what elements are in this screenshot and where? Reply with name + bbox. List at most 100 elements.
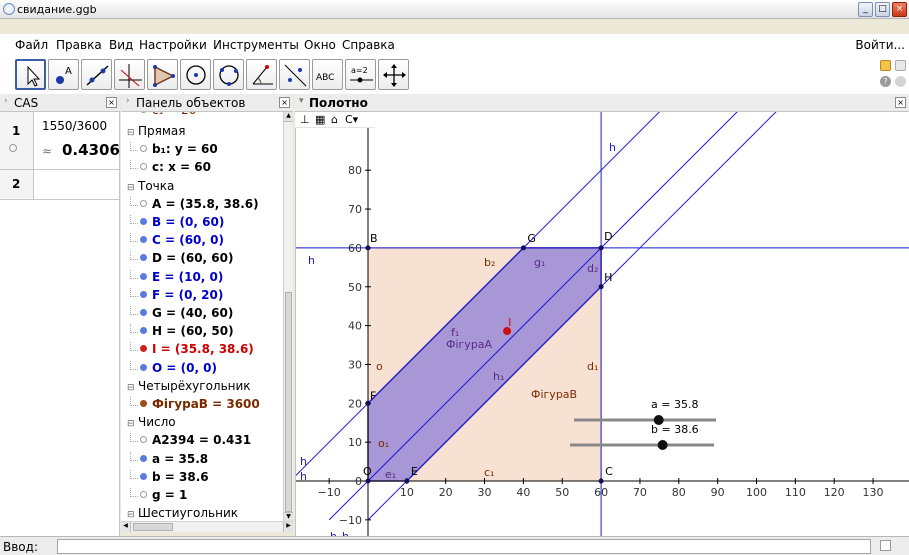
circle-three-points-tool-button[interactable] <box>213 59 244 90</box>
visibility-dot-icon[interactable] <box>140 400 147 407</box>
algebra-item[interactable]: ФігураB = 3600 <box>127 397 260 415</box>
visibility-dot-icon[interactable] <box>140 290 147 298</box>
move-view-tool-button[interactable] <box>378 59 409 90</box>
collapse-icon[interactable]: ⊟ <box>127 128 135 138</box>
algebra-item[interactable]: H = (60, 50) <box>127 324 234 342</box>
algebra-panel-close-icon[interactable]: × <box>279 97 290 108</box>
visibility-dot-icon[interactable] <box>140 236 147 244</box>
graphics-view[interactable]: −10 10 20 30 40 50 60 70 80 90 100 110 120 130 −10 0 10 2… <box>295 112 909 543</box>
visibility-dot-icon[interactable] <box>140 199 147 207</box>
algebra-item[interactable]: I = (35.8, 38.6) <box>127 342 254 360</box>
cas-row[interactable]: 1 1550/3600 ≈ 0.4306 <box>0 112 120 170</box>
algebra-item[interactable]: E = (10, 0) <box>127 269 223 288</box>
visibility-dot-icon[interactable] <box>140 454 147 462</box>
home-view-icon[interactable]: ⌂ <box>331 113 338 126</box>
menu-window[interactable]: Окно <box>304 38 336 52</box>
cas-row[interactable]: 2 <box>0 170 119 200</box>
input-help-icon[interactable] <box>880 540 891 551</box>
circle-tool-button[interactable] <box>180 59 211 90</box>
cas-panel-close-icon[interactable]: × <box>106 97 117 108</box>
algebra-item[interactable]: C = (60, 0) <box>127 233 224 251</box>
scroll-up-arrow-icon[interactable]: ▲ <box>284 112 293 122</box>
algebra-item[interactable]: g = 1 <box>127 488 187 506</box>
visibility-dot-icon[interactable] <box>140 218 147 225</box>
grid-toggle-icon[interactable]: ▦ <box>315 113 326 126</box>
collapse-icon[interactable]: ⊟ <box>127 182 135 193</box>
close-button[interactable]: × <box>892 2 907 17</box>
menu-help[interactable]: Справка <box>342 38 395 52</box>
slider-knob[interactable] <box>657 440 668 450</box>
undo-icon[interactable] <box>880 60 891 71</box>
slider-tool-button[interactable]: a=2 <box>345 59 376 90</box>
visibility-dot-icon[interactable] <box>140 145 147 153</box>
menu-edit[interactable]: Правка <box>56 38 102 52</box>
algebra-item[interactable]: b₁: y = 60 <box>127 142 218 160</box>
menu-view[interactable]: Вид <box>109 38 134 52</box>
axes-toggle-icon[interactable]: ⊥ <box>300 113 310 126</box>
visibility-dot-icon[interactable] <box>140 309 147 316</box>
visibility-dot-icon[interactable] <box>140 363 147 371</box>
algebra-item[interactable]: c: x = 60 <box>127 160 211 178</box>
scroll-thumb[interactable] <box>285 292 292 512</box>
cas-row-visibility-icon[interactable] <box>9 144 17 152</box>
slider-knob[interactable] <box>653 415 664 425</box>
point-h[interactable] <box>598 284 604 290</box>
visibility-dot-icon[interactable] <box>140 112 147 113</box>
input-field[interactable] <box>57 539 871 554</box>
point-c[interactable] <box>598 478 604 484</box>
collapse-icon[interactable]: ⊟ <box>127 419 135 430</box>
cas-input[interactable]: 1550/3600 <box>42 119 108 133</box>
point-i[interactable] <box>503 327 512 336</box>
minimize-button[interactable]: _ <box>858 2 873 17</box>
menu-file[interactable]: Файл <box>15 38 49 52</box>
point-b[interactable] <box>365 245 371 251</box>
scroll-left-arrow-icon[interactable]: ◀ <box>121 522 131 532</box>
settings-gear-icon[interactable] <box>895 76 906 87</box>
point-tool-button[interactable]: A <box>48 59 79 90</box>
move-tool-button[interactable] <box>15 59 46 90</box>
menu-tools[interactable]: Инструменты <box>213 38 299 52</box>
algebra-item[interactable]: A2394 = 0.431 <box>127 433 251 451</box>
point-g[interactable] <box>520 245 526 251</box>
algebra-item[interactable]: D = (60, 60) <box>127 251 233 269</box>
algebra-vertical-scrollbar[interactable]: ▲ ▼ <box>283 112 293 522</box>
perpendicular-tool-button[interactable] <box>114 59 145 90</box>
scroll-down-arrow-icon[interactable]: ▼ <box>284 512 293 522</box>
point-o[interactable] <box>365 478 371 484</box>
algebra-item[interactable]: G = (40, 60) <box>127 306 233 324</box>
graphics-panel-close-icon[interactable]: × <box>895 97 906 108</box>
graphics-canvas[interactable]: −10 10 20 30 40 50 60 70 80 90 100 110 120 130 −10 0 10 2… <box>296 112 909 543</box>
menu-settings[interactable]: Настройки <box>139 38 207 52</box>
collapse-icon[interactable]: ⊟ <box>127 510 135 521</box>
help-icon[interactable]: ? <box>880 76 891 87</box>
point-capture-icon[interactable]: C▾ <box>345 113 359 126</box>
visibility-dot-icon[interactable] <box>140 163 147 171</box>
algebra-horizontal-scrollbar[interactable]: ◀ ▶ <box>121 521 293 532</box>
scroll-right-arrow-icon[interactable]: ▶ <box>283 522 293 532</box>
visibility-dot-icon[interactable] <box>140 345 147 353</box>
algebra-item[interactable]: F = (0, 20) <box>127 287 223 306</box>
login-link[interactable]: Войти... <box>855 38 905 52</box>
algebra-item[interactable]: B = (0, 60) <box>127 215 224 233</box>
visibility-dot-icon[interactable] <box>140 491 147 498</box>
reflect-tool-button[interactable] <box>279 59 310 90</box>
algebra-item[interactable]: b = 38.6 <box>127 469 209 488</box>
algebra-item[interactable]: A = (35.8, 38.6) <box>127 196 259 215</box>
angle-tool-button[interactable] <box>246 59 277 90</box>
maximize-button[interactable]: □ <box>875 2 890 17</box>
point-e[interactable] <box>404 478 410 484</box>
text-tool-button[interactable]: ABC <box>312 59 343 90</box>
point-d[interactable] <box>598 245 604 251</box>
algebra-item[interactable]: O = (0, 0) <box>127 360 217 379</box>
visibility-dot-icon[interactable] <box>140 254 147 262</box>
point-f[interactable] <box>365 400 371 406</box>
visibility-dot-icon[interactable] <box>140 472 147 480</box>
redo-icon[interactable] <box>895 60 906 71</box>
visibility-dot-icon[interactable] <box>140 327 147 335</box>
line-tool-button[interactable] <box>81 59 112 90</box>
collapse-icon[interactable]: ⊟ <box>127 382 135 393</box>
algebra-item[interactable]: a = 35.8 <box>127 451 208 470</box>
polygon-tool-button[interactable] <box>147 59 178 90</box>
scroll-h-thumb[interactable] <box>133 523 173 531</box>
visibility-dot-icon[interactable] <box>140 272 147 280</box>
